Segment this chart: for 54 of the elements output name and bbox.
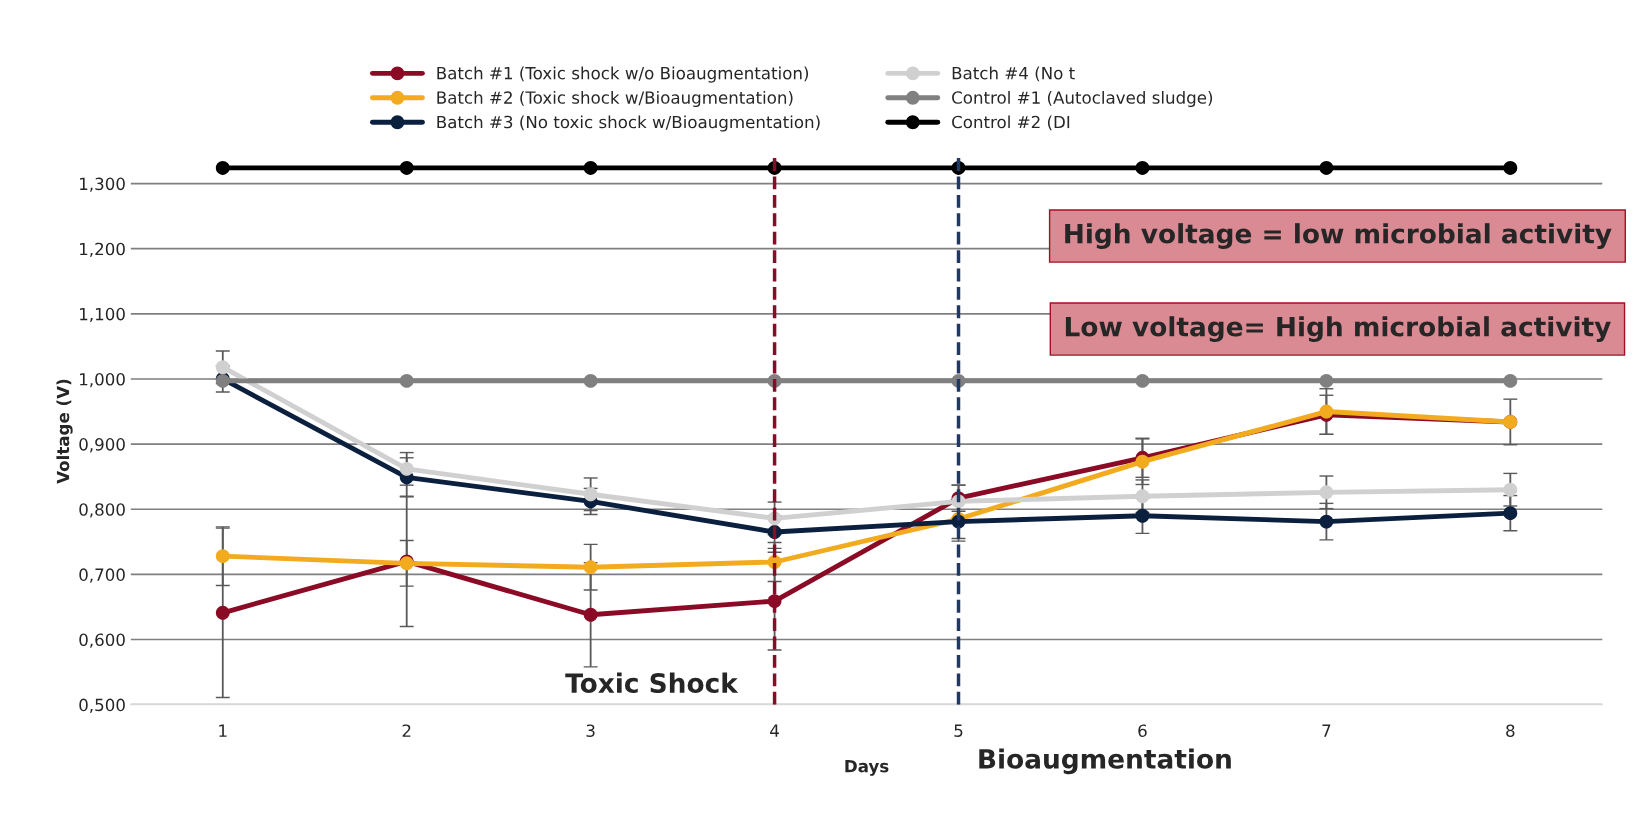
legend-label: Batch #1 (Toxic shock w/o Bioaugmentation) (437, 66, 809, 83)
legend-label: Batch #3 (No toxic shock w/Bioaugmentation) (437, 115, 820, 132)
y-tick-label: 0,600 (79, 633, 125, 648)
point (1503, 373, 1518, 388)
point (399, 461, 414, 476)
y-axis-title: Voltage (V) (56, 379, 73, 484)
annotation: High voltage = low microbial activity (1065, 223, 1612, 249)
legend-label: Batch #4 (No t (952, 66, 1075, 82)
x-tick-label: 5 (954, 724, 963, 737)
x-axis-title: Days (845, 760, 889, 776)
x-tick-label: 3 (586, 724, 595, 737)
legend-label: Control #1 (Autoclaved sludge) (952, 90, 1213, 108)
x-tick-label: 8 (1506, 724, 1515, 737)
legend-label: Batch #2 (Toxic shock w/Bioaugmentation) (437, 90, 793, 108)
point (215, 549, 230, 564)
ref-line-label: Toxic Shock (565, 672, 739, 694)
x-tick-label: 4 (770, 724, 779, 737)
point (1135, 160, 1150, 175)
point (583, 560, 598, 575)
x-tick-label: 7 (1322, 724, 1331, 737)
y-tick-label: 1,100 (80, 307, 125, 323)
y-tick-label: 1,300 (80, 177, 125, 192)
point (215, 360, 230, 375)
x-tick-label: 2 (402, 724, 411, 737)
point (1135, 454, 1150, 469)
point (1135, 373, 1150, 388)
point (583, 487, 598, 502)
point (583, 373, 598, 388)
point (215, 160, 230, 175)
annotation: Low voltage= High microbial activity (1065, 316, 1611, 342)
point (1135, 508, 1150, 523)
point (583, 607, 598, 622)
point (1319, 373, 1334, 388)
ref-line-label: Bioaugmentation (979, 748, 1231, 775)
point (1503, 482, 1518, 497)
point (1319, 160, 1334, 175)
y-tick-label: 0,900 (79, 438, 125, 453)
point (1503, 160, 1518, 175)
point (399, 373, 414, 388)
point (1503, 506, 1518, 521)
point (1135, 489, 1150, 504)
y-tick-label: 1,000 (80, 372, 125, 388)
y-tick-label: 0,800 (79, 503, 125, 518)
x-tick-label: 6 (1138, 724, 1147, 737)
point (1319, 485, 1334, 500)
y-tick-label: 0,700 (79, 568, 125, 583)
point (399, 160, 414, 175)
point (583, 160, 598, 175)
y-tick-label: 1,200 (80, 242, 125, 257)
point (215, 605, 230, 620)
y-tick-label: 0,500 (79, 698, 125, 713)
legend-label: Control #2 (DI (952, 115, 1070, 131)
x-tick-label: 1 (219, 724, 227, 737)
point (1319, 514, 1334, 529)
